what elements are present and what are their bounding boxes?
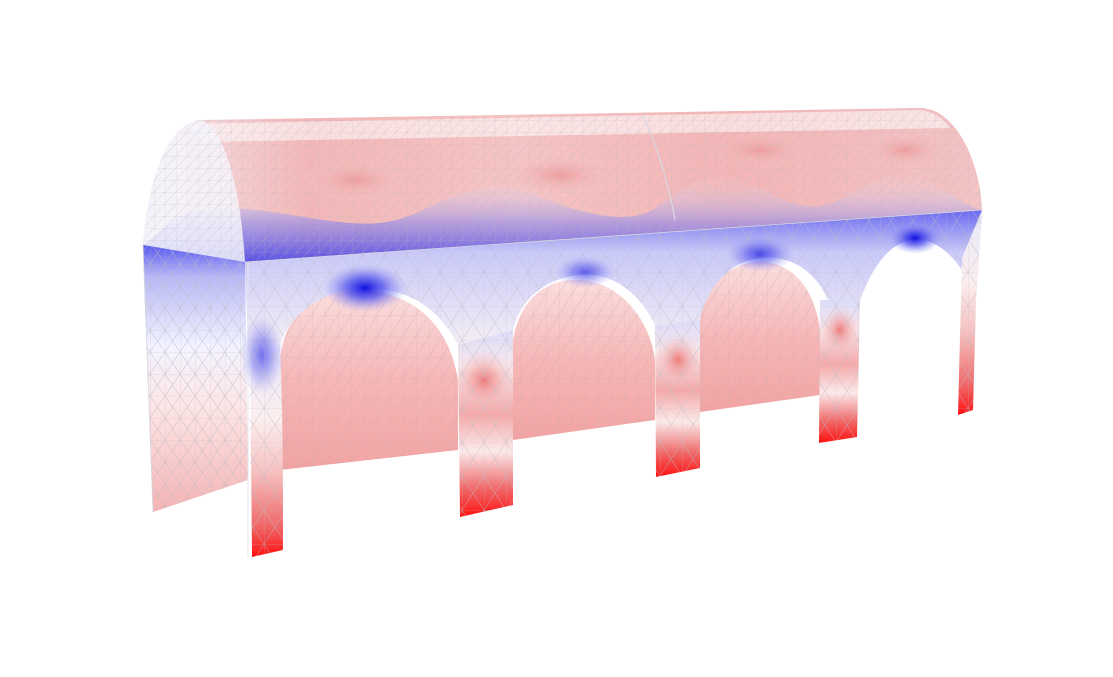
- pier-5: [958, 210, 982, 415]
- front-arcade-wall: [245, 210, 982, 350]
- inner-back-wall: [280, 262, 820, 470]
- pier-2: [454, 330, 514, 517]
- barrel-vault: [143, 108, 982, 262]
- pier-3: [654, 320, 702, 477]
- left-end-wall: [143, 245, 248, 512]
- pier-4: [819, 300, 860, 443]
- mesh-edges: [142, 209, 983, 513]
- pier-1: [240, 262, 284, 557]
- piers: [240, 210, 982, 557]
